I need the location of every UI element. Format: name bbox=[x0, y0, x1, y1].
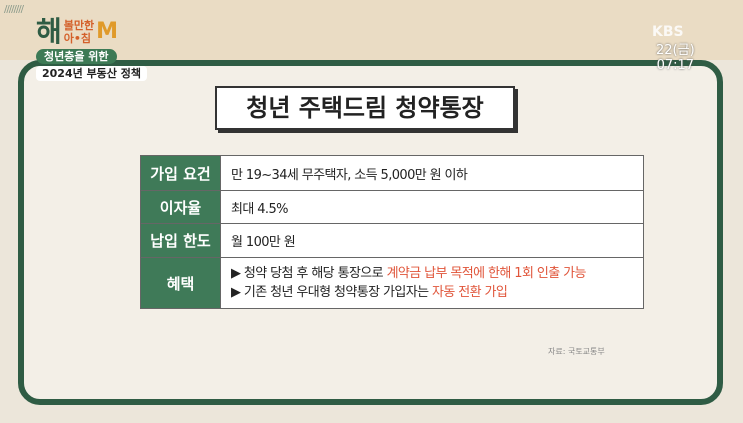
table-row: 이자율 최대 4.5% bbox=[140, 190, 644, 224]
benefit-text: ▶ 청약 당첨 후 해당 통장으로 bbox=[231, 266, 387, 281]
info-table: 가입 요건 만 19~34세 무주택자, 소득 5,000만 원 이하 이자율 최대… bbox=[140, 155, 644, 309]
logo-sub2: 아•침 bbox=[63, 32, 92, 45]
logo-sub: 볼만한 아•침 bbox=[64, 19, 94, 45]
table-row: 납입 한도 월 100만 원 bbox=[140, 223, 644, 258]
page-title: 청년 주택드림 청약통장 bbox=[215, 86, 515, 130]
row-label: 가입 요건 bbox=[140, 155, 221, 191]
benefit-line: ▶ 청약 당첨 후 해당 통장으로 계약금 납부 목적에 한해 1회 인출 가능 bbox=[231, 264, 643, 283]
top-band: //////// bbox=[0, 0, 743, 60]
source-note: 자료: 국토교통부 bbox=[548, 347, 605, 356]
table-row: 가입 요건 만 19~34세 무주택자, 소득 5,000만 원 이하 bbox=[140, 155, 644, 191]
decorative-stripes: //////// bbox=[4, 4, 24, 15]
time: 07:17 bbox=[656, 58, 695, 73]
logo-main: 해 bbox=[36, 15, 62, 48]
benefit-highlight: 자동 전환 가입 bbox=[432, 285, 508, 300]
logo-m: M bbox=[96, 19, 119, 44]
row-label: 혜택 bbox=[140, 257, 221, 309]
logo-sub1: 볼만한 bbox=[63, 19, 95, 32]
broadcast-datetime: 22(금) 07:17 bbox=[656, 43, 695, 73]
row-value: 만 19~34세 무주택자, 소득 5,000만 원 이하 bbox=[220, 155, 644, 191]
row-value: 월 100만 원 bbox=[220, 223, 644, 258]
benefit-text: ▶ 기존 청년 우대형 청약통장 가입자는 bbox=[231, 285, 432, 300]
benefit-line: ▶ 기존 청년 우대형 청약통장 가입자는 자동 전환 가입 bbox=[231, 283, 643, 302]
topic-subtitle: 2024년 부동산 정책 bbox=[36, 66, 147, 81]
benefit-highlight: 계약금 납부 목적에 한해 1회 인출 가능 bbox=[386, 266, 587, 281]
row-label: 이자율 bbox=[140, 190, 221, 224]
date: 22(금) bbox=[656, 43, 695, 58]
topic-tag: 청년층을 위한 bbox=[36, 49, 117, 64]
row-value: 최대 4.5% bbox=[220, 190, 644, 224]
row-value: ▶ 청약 당첨 후 해당 통장으로 계약금 납부 목적에 한해 1회 인출 가능… bbox=[220, 257, 644, 309]
table-row: 혜택 ▶ 청약 당첨 후 해당 통장으로 계약금 납부 목적에 한해 1회 인출… bbox=[140, 257, 644, 309]
program-logo: 해 볼만한 아•침 M bbox=[36, 17, 118, 47]
channel-logo: KBS bbox=[652, 24, 684, 40]
row-label: 납입 한도 bbox=[140, 223, 221, 258]
